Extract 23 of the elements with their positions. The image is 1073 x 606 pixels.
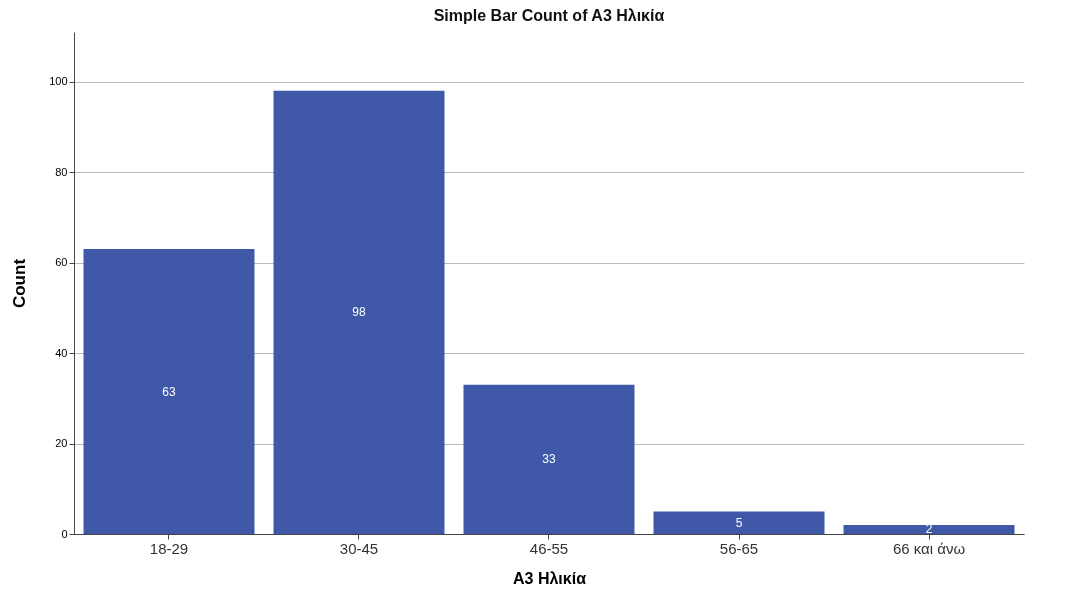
y-tick-label: 20 bbox=[55, 437, 68, 450]
y-axis-title: Count bbox=[10, 258, 30, 309]
data-label: 98 bbox=[352, 305, 366, 320]
bar bbox=[83, 249, 255, 534]
y-tick-label: 100 bbox=[49, 75, 68, 88]
bar bbox=[843, 524, 1015, 534]
x-tick-label: 66 και άνω bbox=[892, 539, 966, 557]
data-label: 33 bbox=[542, 452, 556, 467]
bar bbox=[463, 384, 635, 534]
data-label: 63 bbox=[162, 384, 176, 399]
x-tick-label: 18-29 bbox=[149, 539, 189, 557]
bar bbox=[653, 511, 825, 534]
y-tick-label: 0 bbox=[61, 527, 68, 540]
data-label: 5 bbox=[735, 515, 743, 530]
y-tick-label: 60 bbox=[55, 256, 68, 269]
y-tick-label: 80 bbox=[55, 165, 68, 178]
y-tick-label: 40 bbox=[55, 346, 68, 359]
chart-title: Simple Bar Count of A3 Ηλικία bbox=[433, 7, 665, 24]
x-axis-title: A3 Ηλικία bbox=[513, 569, 587, 587]
x-tick-label: 46-55 bbox=[529, 539, 569, 557]
x-tick-label: 56-65 bbox=[719, 539, 759, 557]
x-tick-label: 30-45 bbox=[339, 539, 379, 557]
bar bbox=[273, 90, 445, 534]
